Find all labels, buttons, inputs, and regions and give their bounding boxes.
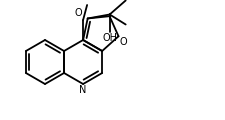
Text: O: O bbox=[119, 37, 127, 47]
Text: O: O bbox=[74, 8, 82, 18]
Text: N: N bbox=[79, 85, 86, 95]
Text: OH: OH bbox=[102, 33, 117, 43]
